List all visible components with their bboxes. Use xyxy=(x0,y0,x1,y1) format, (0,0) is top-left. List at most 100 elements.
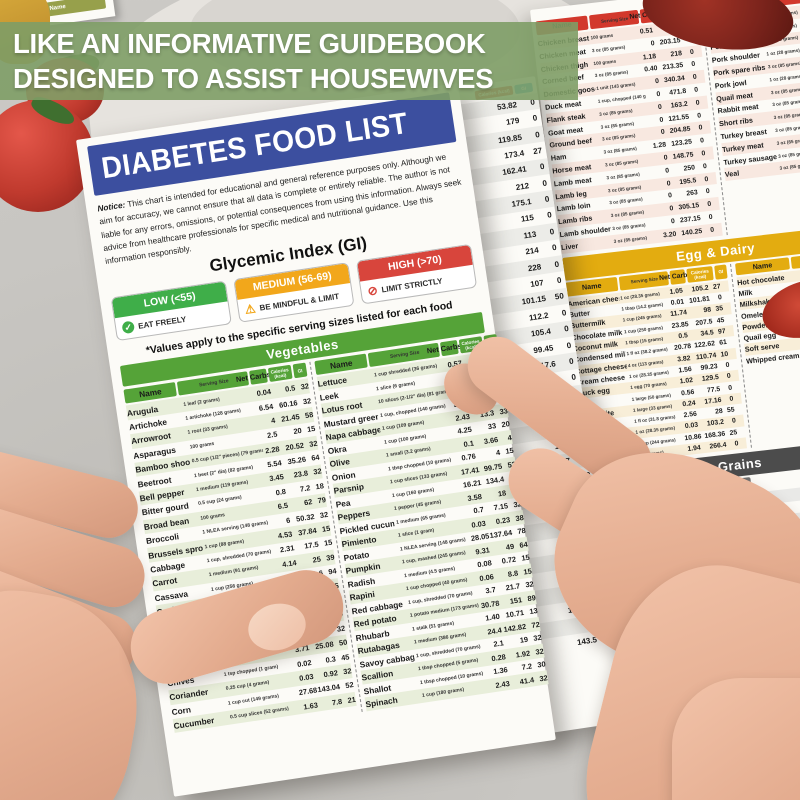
net-carbs-cell: 9.31 xyxy=(474,545,491,557)
net-carbs-cell: 1.40 xyxy=(484,611,501,623)
calories-cell: 213.35 xyxy=(662,62,684,72)
net-carbs-cell: 0.76 xyxy=(460,451,477,463)
check-icon xyxy=(121,320,136,335)
gi-cell: 21 xyxy=(346,694,357,705)
gi-cell: 0 xyxy=(709,226,715,234)
gi-cell: 32 xyxy=(532,632,543,643)
gi-cell: 0 xyxy=(695,99,700,107)
net-carbs-cell: 6.5 xyxy=(277,500,289,512)
gi-cell: 0 xyxy=(549,226,555,237)
gi-cell: 0 xyxy=(556,275,563,286)
net-carbs-cell: 1.63 xyxy=(302,700,319,712)
calories-cell: 148.75 xyxy=(672,151,694,161)
serving-size-cell: 3 oz (85 grams) xyxy=(613,234,648,244)
gi-cell: 0 xyxy=(568,356,575,367)
calories-cell: 122.62 xyxy=(693,340,716,350)
net-carbs-cell: 20.78 xyxy=(673,343,692,353)
net-carb-column-header: Net Carb(g) xyxy=(659,268,696,285)
calories-cell: 7.2 xyxy=(299,483,311,494)
warning-icon xyxy=(244,303,256,316)
calories-cell: 105.2 xyxy=(691,284,710,294)
calories-cell: 340.34 xyxy=(663,75,686,85)
gi-cell: 0 xyxy=(707,200,712,209)
calories-cell: 103.2 xyxy=(706,419,725,429)
gi-cell: 27 xyxy=(712,283,721,291)
calories-cell: 7.8 xyxy=(331,696,343,708)
calories-cell: 263 xyxy=(686,189,699,198)
gi-cell: 4 xyxy=(506,432,513,443)
calories-cell: 0.5 xyxy=(284,383,296,394)
calories-cell: 143.04 xyxy=(316,682,341,695)
calories-cell: 115 xyxy=(520,213,535,225)
calories-cell: 123.25 xyxy=(670,138,693,148)
gi-cell: 0 xyxy=(544,194,550,205)
net-carbs-cell: 6 xyxy=(285,515,291,525)
net-carbs-cell: 0.24 xyxy=(682,399,696,409)
dairy-right-subtable: Name Serving Size Hot chocolate Milk Mil… xyxy=(734,246,800,448)
calories-cell: 305.15 xyxy=(678,202,700,212)
food-name-cell: Liver xyxy=(560,240,579,252)
gi-cell: 0 xyxy=(727,384,733,392)
calories-cell: 203.15 xyxy=(659,36,681,47)
gi-cell: 13 xyxy=(528,606,539,617)
gi-cell: 79 xyxy=(317,495,327,506)
calories-cell: 50.32 xyxy=(295,511,316,524)
calories-cell: 28 xyxy=(714,407,724,416)
net-carbs-cell: 1.02 xyxy=(679,377,694,386)
gi-cell: 27 xyxy=(532,145,543,157)
calories-cell: 105.4 xyxy=(530,326,552,339)
gi-cell: 32 xyxy=(534,646,545,657)
gi-cell: 0 xyxy=(729,395,734,403)
net-carbs-cell: 3.58 xyxy=(466,491,483,503)
gi-cell: 32 xyxy=(308,438,319,449)
caption-banner: LIKE AN INFORMATIVE GUIDEBOOK DESIGNED T… xyxy=(0,22,578,100)
net-carbs-cell: 2.56 xyxy=(683,410,698,420)
net-carbs-cell: 0.03 xyxy=(298,671,315,683)
net-carbs-cell: 3.45 xyxy=(268,472,285,484)
net-carbs-cell: 0.08 xyxy=(476,558,493,570)
gi-cell: 32 xyxy=(319,509,329,520)
net-carbs-cell: 2.1 xyxy=(492,638,505,649)
net-carbs-cell: 0 xyxy=(670,217,676,226)
gi-medium-advice: BE MINDFUL & LIMIT xyxy=(258,291,340,313)
gi-medium-box: MEDIUM (56-69) BE MINDFUL & LIMIT xyxy=(233,262,355,324)
net-carbs-cell: 1.05 xyxy=(669,287,684,296)
gi-cell: 64 xyxy=(518,539,529,550)
gi-cell: 0 xyxy=(717,294,723,302)
gi-cell: 0 xyxy=(689,48,695,56)
calories-cell: 162.41 xyxy=(501,164,528,178)
calories-cell: 250 xyxy=(683,164,696,173)
net-carbs-cell: 4.53 xyxy=(277,529,293,541)
net-carbs-cell: 0.8 xyxy=(275,486,287,498)
gi-cell: 32 xyxy=(302,395,312,406)
notice-label: Notice: xyxy=(96,199,126,214)
gi-cell: 39 xyxy=(325,552,336,563)
gi-cell: 15 xyxy=(323,537,333,549)
net-carbs-cell: 0 xyxy=(666,179,671,188)
calories-cell: 0.3 xyxy=(324,653,337,665)
gi-cell: 0 xyxy=(561,307,567,318)
net-carbs-cell: 0.7 xyxy=(472,505,485,516)
net-carbs-cell: 3.7 xyxy=(484,585,497,596)
net-carbs-cell: 11.74 xyxy=(670,309,688,319)
gi-cell: 32 xyxy=(312,466,323,477)
caption-line-1: LIKE AN INFORMATIVE GUIDEBOOK xyxy=(13,28,486,59)
gi-cell: 0 xyxy=(701,150,706,158)
net-carbs-cell: 0 xyxy=(663,154,669,162)
net-carbs-cell: 4.25 xyxy=(456,424,473,436)
net-carbs-cell: 24.4 xyxy=(486,625,503,637)
gi-cell: 35 xyxy=(715,305,724,314)
gi-cell: 0 xyxy=(551,243,558,253)
gi-cell: 0 xyxy=(726,372,732,381)
calories-cell: 179 xyxy=(505,116,521,127)
calories-cell: 25 xyxy=(311,554,322,565)
gi-cell: 30 xyxy=(536,659,547,670)
gi-cell: 0 xyxy=(731,417,737,426)
gi-cell: 0 xyxy=(566,340,572,350)
left-hand-palm xyxy=(0,574,155,800)
calories-cell: 60.16 xyxy=(278,397,299,410)
net-carbs-cell: 1.18 xyxy=(642,52,657,62)
gi-cell: 25 xyxy=(729,429,738,437)
calories-cell: 107 xyxy=(529,278,545,290)
net-carbs-cell: 23.85 xyxy=(671,320,690,330)
